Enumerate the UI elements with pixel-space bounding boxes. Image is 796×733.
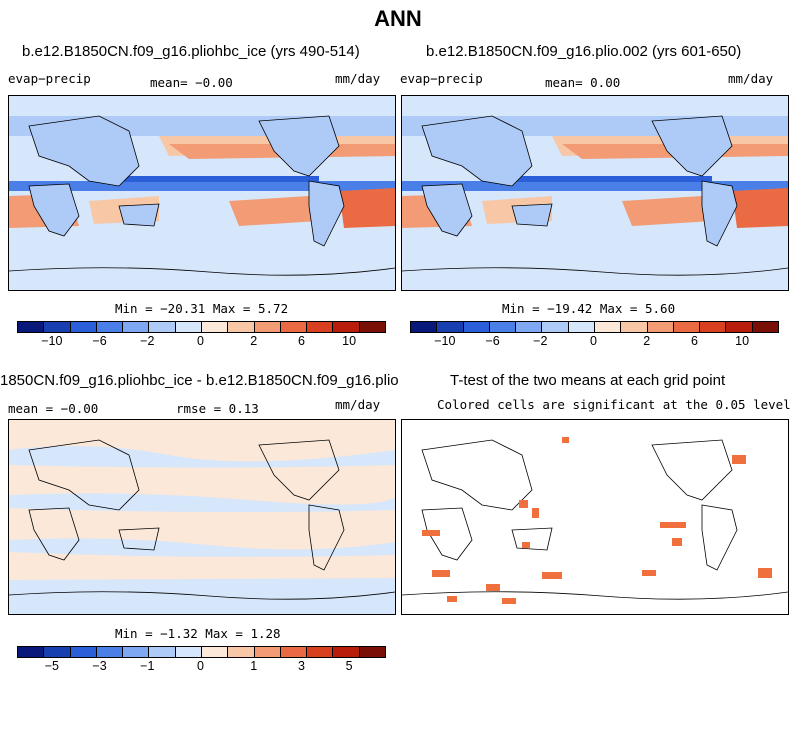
- panel3-mean-label: mean = −0.00: [8, 401, 99, 416]
- tick-label: −6: [92, 334, 107, 348]
- colorbar-swatch: [621, 322, 648, 332]
- colorbar-swatch: [70, 322, 97, 332]
- panel2-units-label: mm/day: [728, 71, 774, 86]
- panel3-units-label: mm/day: [335, 397, 381, 412]
- panel4-significance-note: Colored cells are significant at the 0.0…: [437, 397, 791, 412]
- colorbar-swatch: [359, 322, 385, 332]
- colorbar-swatch: [333, 647, 360, 657]
- panel3-title: 1850CN.f09_g16.pliohbc_ice - b.e12.B1850…: [0, 372, 400, 389]
- colorbar-swatch: [175, 647, 202, 657]
- tick-label: −10: [434, 334, 456, 348]
- colorbar-swatch: [254, 322, 281, 332]
- colorbar-swatch: [359, 647, 385, 657]
- panel2-colorbar: [410, 321, 779, 333]
- colorbar-swatch: [568, 322, 595, 332]
- panel3-map-svg: [9, 420, 395, 614]
- colorbar-swatch: [96, 647, 124, 657]
- colorbar-swatch: [437, 322, 464, 332]
- panel1-colorbar: [17, 321, 386, 333]
- tick-label: −3: [92, 659, 107, 673]
- panel3-map: [8, 419, 396, 615]
- colorbar-swatch: [333, 322, 360, 332]
- panel1-mean-label: mean= −0.00: [150, 75, 233, 90]
- panel3-rmse-label: rmse = 0.13: [176, 401, 259, 416]
- panel3-minmax: Min = −1.32 Max = 1.28: [115, 626, 281, 641]
- panel1-variable-label: evap−precip: [8, 71, 91, 86]
- colorbar-swatch: [96, 322, 124, 332]
- tick-label: −10: [41, 334, 63, 348]
- colorbar-swatch: [700, 322, 727, 332]
- colorbar-swatch: [594, 322, 622, 332]
- colorbar-swatch: [18, 322, 45, 332]
- panel1-units-label: mm/day: [335, 71, 381, 86]
- colorbar-swatch: [411, 322, 438, 332]
- colorbar-swatch: [228, 647, 255, 657]
- tick-label: −2: [533, 334, 548, 348]
- tick-label: 2: [643, 334, 651, 348]
- colorbar-swatch: [70, 647, 97, 657]
- panel2-variable-label: evap−precip: [400, 71, 483, 86]
- tick-label: −2: [140, 334, 155, 348]
- tick-label: 5: [345, 659, 353, 673]
- colorbar-swatch: [149, 322, 176, 332]
- panel4-map: [401, 419, 789, 615]
- panel1-map-svg: [9, 96, 395, 290]
- colorbar-swatch: [307, 322, 334, 332]
- panel2-map-svg: [402, 96, 788, 290]
- panel3-colorbar: [17, 646, 386, 658]
- tick-label: −5: [44, 659, 59, 673]
- tick-label: 0: [197, 659, 204, 673]
- colorbar-swatch: [228, 322, 255, 332]
- tick-label: −6: [485, 334, 500, 348]
- colorbar-swatch: [18, 647, 45, 657]
- panel2-title: b.e12.B1850CN.f09_g16.plio.002 (yrs 601-…: [426, 43, 742, 60]
- colorbar-swatch: [123, 322, 150, 332]
- colorbar-swatch: [647, 322, 674, 332]
- colorbar-swatch: [516, 322, 543, 332]
- colorbar-swatch: [463, 322, 490, 332]
- tick-label: 6: [690, 334, 698, 348]
- colorbar-swatch: [201, 647, 229, 657]
- colorbar-swatch: [307, 647, 334, 657]
- panel1-minmax: Min = −20.31 Max = 5.72: [115, 301, 289, 316]
- tick-label: 0: [590, 334, 597, 348]
- colorbar-swatch: [542, 322, 569, 332]
- colorbar-swatch: [726, 322, 753, 332]
- colorbar-swatch: [280, 322, 308, 332]
- figure-title: ANN: [374, 6, 422, 31]
- colorbar-swatch: [201, 322, 229, 332]
- colorbar-swatch: [280, 647, 308, 657]
- colorbar-swatch: [123, 647, 150, 657]
- colorbar-swatch: [44, 322, 71, 332]
- panel2-minmax: Min = −19.42 Max = 5.60: [502, 301, 676, 316]
- tick-label: 0: [197, 334, 204, 348]
- colorbar-swatch: [175, 322, 202, 332]
- tick-label: 3: [297, 659, 305, 673]
- colorbar-swatch: [489, 322, 517, 332]
- tick-label: −1: [140, 659, 155, 673]
- tick-label: 1: [250, 659, 258, 673]
- panel1-map: [8, 95, 396, 291]
- panel4-map-svg: [402, 420, 788, 614]
- panel1-title: b.e12.B1850CN.f09_g16.pliohbc_ice (yrs 4…: [22, 43, 360, 60]
- panel4-title: T-test of the two means at each grid poi…: [450, 372, 726, 389]
- tick-label: 6: [297, 334, 305, 348]
- tick-label: 10: [342, 334, 357, 348]
- colorbar-swatch: [673, 322, 701, 332]
- colorbar-swatch: [44, 647, 71, 657]
- tick-label: 10: [735, 334, 750, 348]
- panel2-mean-label: mean= 0.00: [545, 75, 621, 90]
- tick-label: 2: [250, 334, 258, 348]
- panel2-map: [401, 95, 789, 291]
- colorbar-swatch: [149, 647, 176, 657]
- colorbar-swatch: [752, 322, 778, 332]
- colorbar-swatch: [254, 647, 281, 657]
